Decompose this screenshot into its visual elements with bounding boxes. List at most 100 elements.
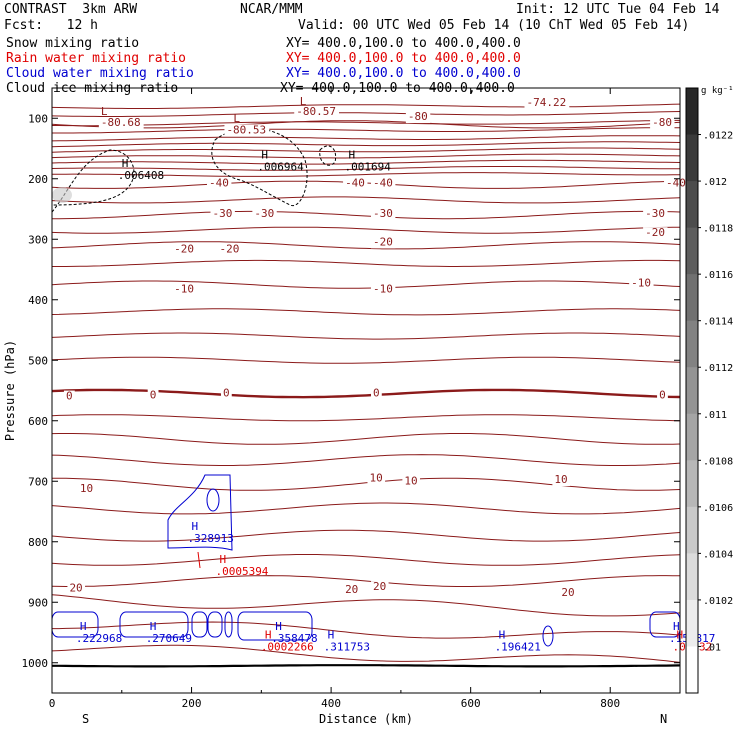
temp-contour <box>52 210 680 220</box>
cloud-water-outline <box>224 611 233 638</box>
colorbar-segment <box>686 599 698 647</box>
extremum-value: .270649 <box>146 632 192 645</box>
init-time: Init: 12 UTC Tue 04 Feb 14 <box>516 2 720 17</box>
temp-label-bg <box>252 207 277 220</box>
colorbar-frame <box>685 87 699 694</box>
temp-contour-label: 10 <box>554 473 567 486</box>
upper-temp-contour <box>52 111 680 117</box>
org-label: NCAR/MMM <box>240 2 303 17</box>
x-tick-label: 200 <box>182 697 202 710</box>
colorbar-segment <box>686 506 698 554</box>
legend-snow-label: Snow mixing ratio <box>6 36 140 51</box>
temp-contour <box>52 388 680 399</box>
temp-contour-label: -30 <box>254 207 274 220</box>
temp-contour-label: -30 <box>212 207 232 220</box>
temp-contour-label: 10 <box>80 482 93 495</box>
extremum-marker: H <box>328 629 335 642</box>
y-tick-label: 800 <box>28 536 48 549</box>
temp-label-bg <box>643 227 668 240</box>
temp-contour-label: -30 <box>645 207 665 220</box>
colorbar-segment <box>686 413 698 461</box>
temp-contour-label: 10 <box>404 474 417 487</box>
temp-label-bg <box>77 483 96 496</box>
extremum-value: .328913 <box>188 532 234 545</box>
temp-label-bg <box>172 283 197 296</box>
temp-label-bg <box>98 117 144 130</box>
temp-contour-label: -40 <box>345 177 365 190</box>
temp-contour <box>52 454 680 466</box>
upper-temp-contour <box>52 159 680 165</box>
temp-contour <box>52 554 680 566</box>
temp-label-bg <box>664 177 680 190</box>
cloud-water-outline <box>119 611 189 638</box>
temp-label-bg <box>650 117 675 130</box>
y-tick-label: 1000 <box>22 657 49 670</box>
legend-rain-xy: XY= 400.0,100.0 to 400.0,400.0 <box>286 51 521 66</box>
temp-contour-label: -10 <box>631 276 651 289</box>
temp-label-bg <box>172 243 197 256</box>
colorbar-tick-label: .0106 <box>703 503 733 514</box>
temp-label-bg <box>294 106 340 119</box>
colorbar-tick-label: .0108 <box>703 456 733 467</box>
extremum-marker: H <box>499 629 506 642</box>
temp-contour <box>52 259 680 267</box>
extremum-marker: H <box>80 620 87 633</box>
upper-temp-contour <box>52 119 680 127</box>
colorbar-tick-label: .0116 <box>703 270 733 281</box>
colorbar-tick-label: .0122 <box>703 131 733 142</box>
cloud-water-outline <box>207 611 223 638</box>
temp-label-bg <box>343 177 368 190</box>
extremum-marker: H <box>192 520 199 533</box>
temp-contour <box>52 529 680 542</box>
colorbar-tick-label: .0112 <box>703 363 733 374</box>
temp-label-bg <box>217 243 242 256</box>
temp-contour <box>52 433 680 445</box>
cloud-water-outline <box>649 611 680 638</box>
temp-contour <box>52 226 680 234</box>
y-tick-label: 500 <box>28 354 48 367</box>
extremum-value: .0002266 <box>261 641 314 654</box>
x-tick-label: 600 <box>461 697 481 710</box>
forecast-hour: Fcst: 12 h <box>4 18 98 33</box>
temp-contour-label: -20 <box>219 243 239 256</box>
temp-label-bg <box>405 111 431 124</box>
temp-contour <box>52 308 680 316</box>
temp-contour <box>52 575 680 587</box>
colorbar-segment <box>686 553 698 601</box>
y-tick-label: 600 <box>28 415 48 428</box>
upper-temp-contour <box>52 153 680 159</box>
x-tick-label: 0 <box>49 697 56 710</box>
upper-temp-contour <box>52 103 680 109</box>
temp-label-bg <box>402 475 420 488</box>
colorbar-segment <box>686 367 698 415</box>
extremum-value: .001694 <box>345 160 392 173</box>
temp-contour-label: 20 <box>373 580 386 593</box>
temp-label-bg <box>210 207 235 220</box>
plot-frame <box>51 87 681 694</box>
temp-contour <box>52 594 680 617</box>
extremum-value: .006408 <box>118 169 164 182</box>
temp-contour <box>52 502 680 515</box>
cloud-water-outline <box>191 611 208 638</box>
temp-contour-label: -80.68 <box>101 116 141 129</box>
temp-contour-label: 0 <box>150 388 157 401</box>
temp-label-bg <box>367 472 386 485</box>
extremum-value: .0005394 <box>215 565 268 578</box>
contour-layer <box>52 97 680 668</box>
upper-temp-contour <box>52 141 680 148</box>
temp-contour-label: 0 <box>223 387 230 400</box>
temp-contour-label: -20 <box>373 235 393 248</box>
y-tick-label: 300 <box>28 233 48 246</box>
temp-label-bg <box>629 277 654 290</box>
y-tick-label: 200 <box>28 173 48 186</box>
upper-temp-contour <box>52 172 680 177</box>
temp-label-bg <box>552 474 570 487</box>
surface-line <box>52 664 680 668</box>
temp-contour-label: 0 <box>66 390 73 403</box>
extremum-marker: H <box>275 620 282 633</box>
temp-label-bg <box>657 389 668 402</box>
temp-contour-label: -30 <box>373 207 393 220</box>
upper-temp-contour <box>52 135 680 142</box>
y-tick-label: 700 <box>28 475 48 488</box>
